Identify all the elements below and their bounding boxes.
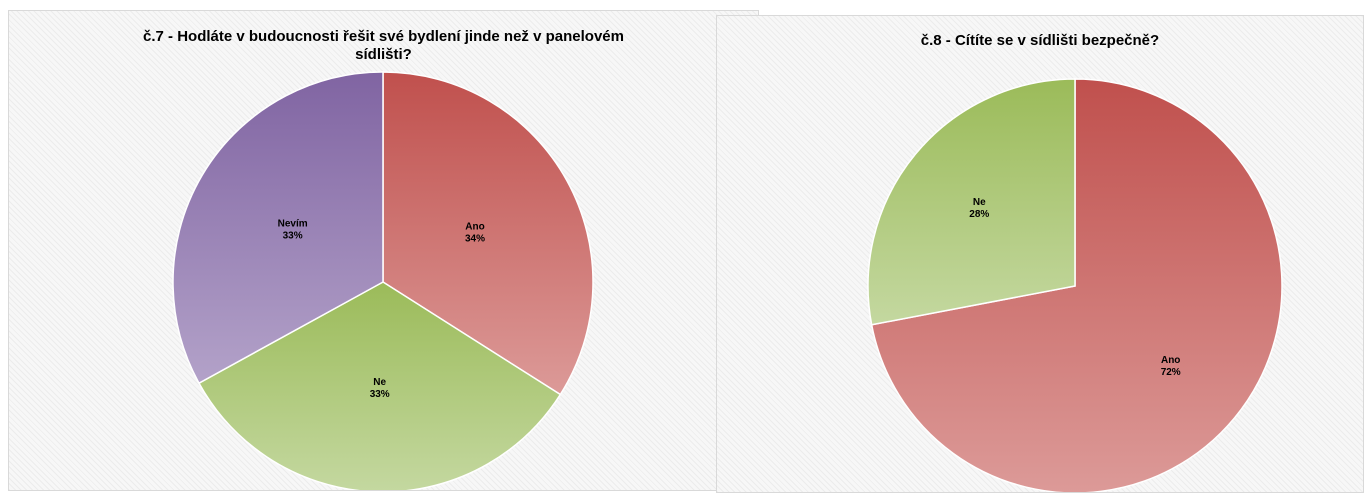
chart-title-q7: č.7 - Hodláte v budoucnosti řešit své by… <box>143 28 624 63</box>
q7-slice-ano <box>382 71 594 396</box>
q7-value-ano: 34% <box>465 233 485 244</box>
q8-value-ano: 72% <box>1161 367 1181 378</box>
q8-slice-ano <box>870 78 1283 492</box>
chart-panel-q7: č.7 - Hodláte v budoucnosti řešit své by… <box>8 10 759 491</box>
q7-value-nevím: 33% <box>283 231 303 242</box>
chart-panel-q8: č.8 - Cítíte se v sídlišti bezpečně? Ano… <box>716 15 1364 493</box>
q8-label-ne: Ne <box>973 197 986 208</box>
q7-label-ano: Ano <box>465 221 484 232</box>
q7-slice-nevím <box>172 71 384 385</box>
chart-title-q8: č.8 - Cítíte se v sídlišti bezpečně? <box>920 32 1160 49</box>
q8-label-ano: Ano <box>1161 355 1180 366</box>
q7-label-ne: Ne <box>373 377 386 388</box>
q7-label-nevím: Nevím <box>278 219 308 230</box>
q7-value-ne: 33% <box>370 389 390 400</box>
q8-value-ne: 28% <box>969 209 989 220</box>
q8-slice-ne <box>867 78 1076 326</box>
